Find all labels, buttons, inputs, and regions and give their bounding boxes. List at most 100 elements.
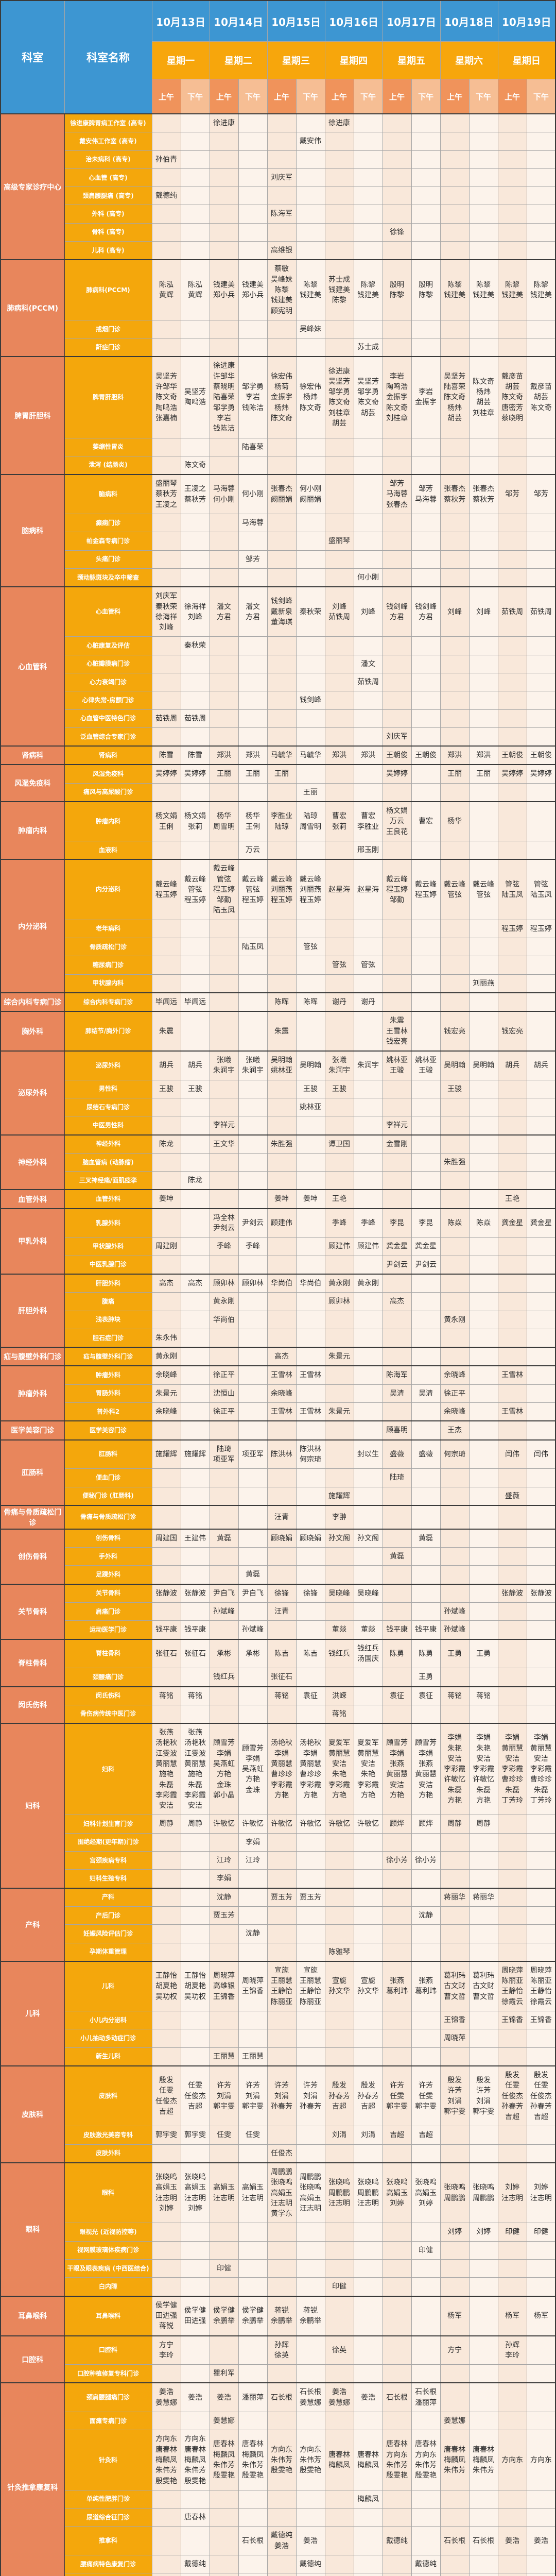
clinic-name-label: 围绝经期(更年期)门诊 [64, 1833, 152, 1852]
schedule-cell [497, 568, 527, 587]
clinic-name-label: 肿瘤内科 [64, 801, 152, 841]
schedule-cell: 龚金星 [497, 1208, 527, 1238]
schedule-cell [526, 1420, 556, 1440]
clinic-name-label: 血液科 [64, 840, 152, 860]
schedule-cell [526, 1189, 556, 1209]
schedule-cell [497, 1833, 527, 1852]
schedule-cell [526, 1833, 556, 1852]
schedule-cell: 张春杰 蔡秋芳 [468, 474, 498, 515]
schedule-cell: 戴云峰 管弦 [468, 859, 498, 920]
schedule-cell [526, 636, 556, 655]
schedule-cell: 王雪林 [497, 1365, 527, 1385]
schedule-cell: 秦秋荣 [296, 586, 325, 637]
schedule-cell: 顾雪芳 李娟 吴燕虹 方艳 金珠 郭小晶 [209, 1723, 239, 1816]
schedule-cell [353, 1906, 383, 1925]
schedule-cell [209, 1942, 239, 1962]
schedule-cell [296, 338, 325, 357]
schedule-cell [468, 1116, 498, 1136]
schedule-cell [324, 2029, 354, 2048]
schedule-cell [468, 514, 498, 533]
schedule-row: 骨质疏松门诊 陆玉凤 管弦 [1, 938, 556, 957]
schedule-cell [151, 2144, 181, 2163]
schedule-cell [440, 168, 470, 188]
clinic-name-label: 三叉神经痛/面肌痉挛 [64, 1171, 152, 1190]
schedule-row: 运动医学门诊 钱平康 钱平康 孙斌峰 董燚 董燚 钱平康 钱平康 孙斌峰 [1, 1620, 556, 1640]
schedule-cell [296, 956, 325, 975]
schedule-cell [296, 1504, 325, 1530]
schedule-cell [180, 1328, 210, 1348]
schedule-cell [526, 1153, 556, 1172]
schedule-cell [151, 919, 181, 939]
schedule-cell: 唐春林 梅麟凤 朱伟芳 殷雯艳 [209, 2430, 239, 2490]
schedule-cell [209, 2508, 239, 2527]
schedule-cell [353, 1153, 383, 1172]
schedule-cell [440, 338, 470, 357]
schedule-cell: 王朝俊 [526, 745, 556, 765]
department-group-label: 内分泌科 [0, 859, 65, 993]
schedule-cell [353, 2364, 383, 2383]
schedule-cell [324, 1668, 354, 1687]
pm-header: 下午 [468, 79, 498, 114]
schedule-cell: 葛利玮 古文财 曹文哲 [440, 1960, 470, 2012]
schedule-cell [526, 974, 556, 993]
schedule-cell: 胡兵 [526, 1050, 556, 1080]
schedule-row: 妊娠风险评估门诊 沈静 [1, 1924, 556, 1943]
schedule-cell [296, 223, 325, 242]
schedule-cell [497, 1528, 527, 1548]
schedule-cell [440, 709, 470, 728]
schedule-cell: 戴云峰 程玉婷 [151, 859, 181, 920]
schedule-cell: 方宁 [440, 2335, 470, 2365]
schedule-cell: 黄永刚 [209, 1292, 239, 1311]
schedule-cell: 郑洪 [209, 745, 239, 765]
clinic-name-label: 心力衰竭门诊 [64, 672, 152, 692]
date-header-7: 10月19日 [497, 0, 556, 42]
schedule-cell [151, 727, 181, 747]
schedule-cell [180, 568, 210, 587]
schedule-cell: 李昆 [382, 1208, 412, 1238]
schedule-cell [353, 2029, 383, 2048]
schedule-row: 心力衰竭门诊 茹铁周 [1, 672, 556, 692]
schedule-cell [526, 1486, 556, 1506]
schedule-cell [267, 1924, 297, 1943]
schedule-cell [382, 1565, 412, 1585]
schedule-cell: 吴晓峰 [324, 1583, 354, 1603]
schedule-cell: 唐春林 方向东 朱伟芳 殷雯艳 [382, 2430, 412, 2490]
clinic-name-label: 治未病科 (高专) [64, 150, 152, 169]
schedule-cell: 周静 [151, 1815, 181, 1834]
schedule-cell: 马毓华 [267, 745, 297, 765]
schedule-cell [468, 1273, 498, 1293]
schedule-cell: 唐春林 梅麟凤 朱伟芳 [440, 2430, 470, 2490]
schedule-cell [296, 1134, 325, 1154]
schedule-cell [382, 1486, 412, 1506]
schedule-cell [411, 1328, 441, 1348]
schedule-cell [411, 1134, 441, 1154]
schedule-cell [180, 1486, 210, 1506]
schedule-cell [382, 1273, 412, 1293]
clinic-name-label: 神经外科 [64, 1134, 152, 1154]
schedule-cell: 董燚 [353, 1620, 383, 1640]
schedule-cell: 李翀 [324, 1504, 354, 1530]
schedule-cell: 陆琦 [382, 1468, 412, 1487]
schedule-cell: 唐春林 [180, 2508, 210, 2527]
schedule-cell: 王丽 [296, 783, 325, 802]
schedule-cell [324, 1851, 354, 1870]
schedule-cell [497, 1292, 527, 1311]
schedule-cell [209, 223, 239, 242]
schedule-cell: 邢玉刚 [353, 840, 383, 860]
schedule-cell [468, 1365, 498, 1385]
schedule-cell [440, 1486, 470, 1506]
schedule-cell: 陈洪林 何宗琦 [296, 1439, 325, 1469]
schedule-cell: 殷发 孙春芳 吉超 [324, 2065, 354, 2127]
schedule-cell: 周晓萍 高维银 王锦香 [209, 1960, 239, 2012]
schedule-cell [468, 455, 498, 475]
schedule-cell [468, 2335, 498, 2365]
schedule-cell [324, 2144, 354, 2163]
schedule-cell [440, 1292, 470, 1311]
schedule-cell [324, 187, 354, 206]
schedule-cell [296, 1420, 325, 1440]
schedule-cell [382, 150, 412, 169]
schedule-cell [411, 113, 441, 133]
schedule-cell [151, 2555, 181, 2574]
schedule-cell: 茹铁周 [180, 709, 210, 728]
schedule-cell [468, 2382, 498, 2413]
